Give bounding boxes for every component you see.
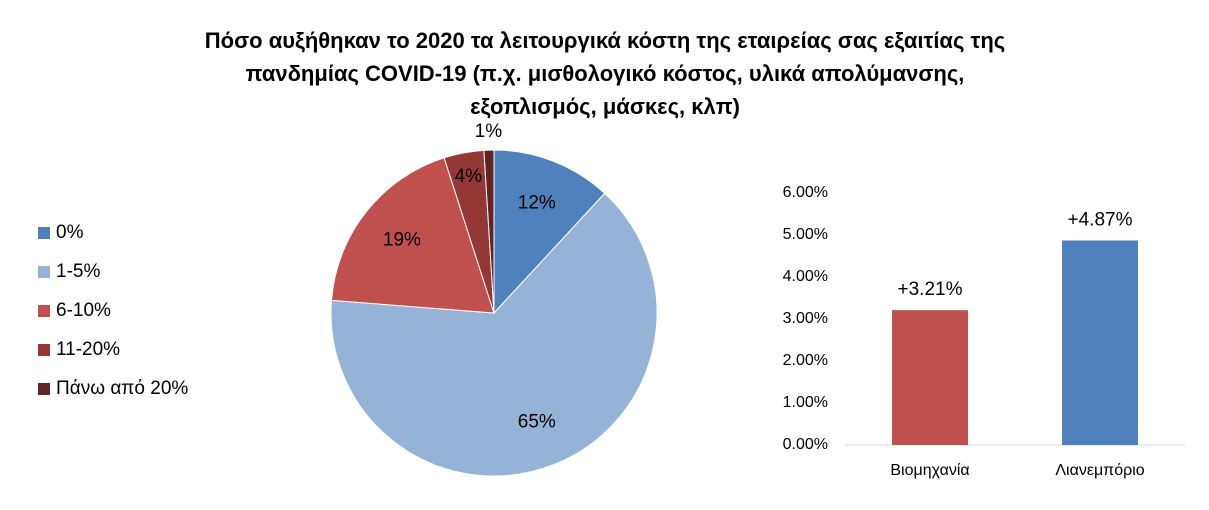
y-tick-label: 2.00% (783, 352, 828, 369)
legend-swatch (38, 383, 50, 395)
x-tick-label: Βιομηχανία (890, 462, 969, 479)
data-label: +4.87% (1068, 209, 1133, 230)
y-tick-label: 4.00% (783, 268, 828, 285)
pie-slice (330, 192, 658, 477)
data-label: 65% (518, 411, 556, 432)
pie-slice (330, 157, 495, 314)
data-label: 19% (383, 229, 421, 250)
y-tick-label: 1.00% (783, 394, 828, 411)
data-label: 1% (475, 121, 503, 142)
legend-label: 1-5% (56, 261, 100, 282)
chart-title: εξοπλισμός, μάσκες, κλπ) (470, 94, 740, 119)
bar (1062, 240, 1138, 445)
bar (892, 310, 968, 445)
data-label: 4% (455, 166, 483, 187)
pie-slice (493, 149, 606, 315)
legend-label: 11-20% (56, 339, 120, 360)
y-tick-label: 3.00% (783, 310, 828, 327)
legend-swatch (38, 227, 50, 239)
legend-label: 0% (56, 222, 84, 243)
legend-swatch (38, 344, 50, 356)
data-label: +3.21% (898, 279, 963, 300)
legend-swatch (38, 266, 50, 278)
data-label: 12% (518, 193, 556, 214)
legend-label: 6-10% (56, 300, 111, 321)
pie-slice (483, 149, 495, 314)
legend-label: Πάνω από 20% (56, 378, 188, 399)
y-tick-label: 6.00% (783, 184, 828, 201)
legend-swatch (38, 305, 50, 317)
chart-title: πανδημίας COVID-19 (π.χ. μισθολογικό κόσ… (246, 61, 965, 86)
y-tick-label: 0.00% (783, 436, 828, 453)
y-tick-label: 5.00% (783, 226, 828, 243)
x-tick-label: Λιανεμπόριο (1055, 462, 1144, 479)
chart-title: Πόσο αυξήθηκαν το 2020 τα λειτουργικά κό… (205, 28, 1005, 53)
